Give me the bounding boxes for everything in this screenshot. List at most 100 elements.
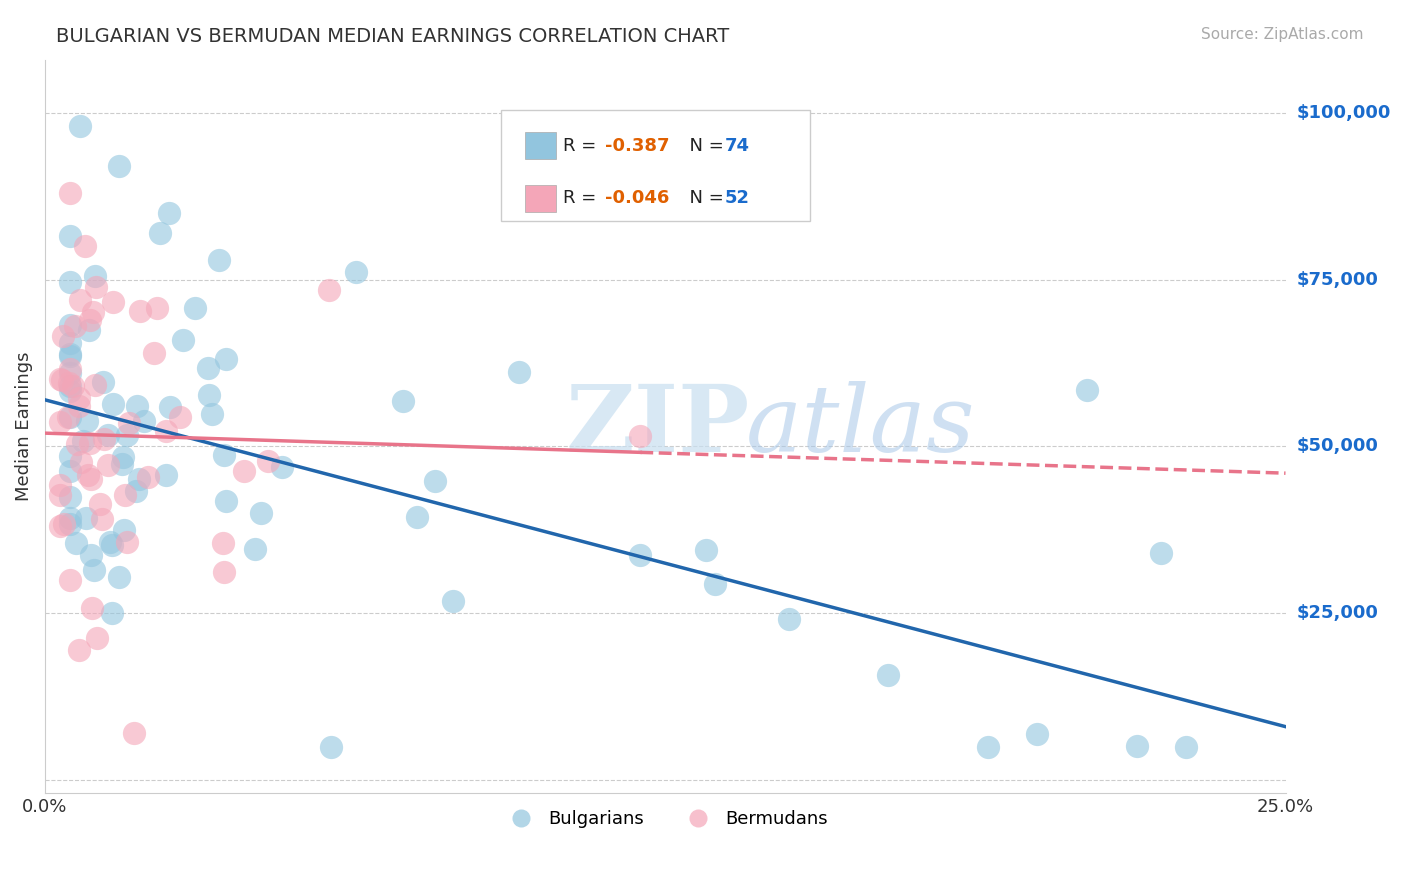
Bulgarians: [703, 576, 725, 591]
Bulgarians: [628, 548, 651, 562]
Bulgarians: [80, 548, 103, 562]
Bermudans: [76, 467, 98, 482]
Bulgarians: [59, 511, 82, 525]
Bulgarians: [76, 414, 98, 428]
Bulgarians: [59, 275, 82, 289]
Bermudans: [53, 517, 76, 532]
Bulgarians: [75, 511, 97, 525]
Bulgarians: [59, 490, 82, 504]
Bulgarians: [59, 347, 82, 361]
Bermudans: [136, 470, 159, 484]
Bulgarians: [125, 483, 148, 498]
Bulgarians: [423, 474, 446, 488]
Bulgarians: [197, 360, 219, 375]
Text: 52: 52: [724, 189, 749, 207]
Bermudans: [97, 458, 120, 473]
Bermudans: [93, 432, 115, 446]
Bermudans: [86, 280, 108, 294]
Y-axis label: Median Earnings: Median Earnings: [15, 351, 32, 501]
Bulgarians: [59, 410, 82, 425]
Bermudans: [48, 372, 70, 386]
Bulgarians: [344, 265, 367, 279]
Bulgarians: [59, 350, 82, 364]
Bermudans: [114, 488, 136, 502]
Bermudans: [48, 477, 70, 491]
Bulgarians: [72, 434, 94, 449]
Bermudans: [318, 283, 340, 297]
Bermudans: [79, 312, 101, 326]
Bulgarians: [392, 393, 415, 408]
Bermudans: [66, 436, 89, 450]
Bermudans: [48, 415, 70, 429]
Bermudans: [79, 471, 101, 485]
Bermudans: [67, 391, 90, 405]
Text: N =: N =: [678, 136, 730, 154]
Text: R =: R =: [562, 189, 602, 207]
Bulgarians: [778, 612, 800, 626]
Bulgarians: [112, 523, 135, 537]
Bulgarians: [1150, 546, 1173, 560]
Bermudans: [69, 455, 91, 469]
Bulgarians: [159, 401, 181, 415]
Bulgarians: [207, 252, 229, 267]
Bulgarians: [243, 542, 266, 557]
Bermudans: [59, 186, 82, 200]
Bermudans: [80, 601, 103, 615]
Text: N =: N =: [678, 189, 730, 207]
Bulgarians: [100, 538, 122, 552]
Text: ZIP: ZIP: [565, 382, 751, 472]
Bermudans: [155, 425, 177, 439]
Bermudans: [69, 293, 91, 307]
Text: $100,000: $100,000: [1296, 104, 1391, 122]
Bermudans: [48, 488, 70, 502]
Bulgarians: [59, 228, 82, 243]
Bermudans: [257, 454, 280, 468]
Bulgarians: [406, 509, 429, 524]
Bulgarians: [91, 375, 114, 389]
Bulgarians: [77, 323, 100, 337]
Bulgarians: [877, 668, 900, 682]
Bermudans: [118, 416, 141, 430]
Bulgarians: [508, 365, 530, 379]
Bulgarians: [108, 159, 131, 173]
Bulgarians: [101, 606, 124, 620]
Bulgarians: [977, 739, 1000, 754]
Bermudans: [122, 726, 145, 740]
Bermudans: [48, 519, 70, 533]
Bulgarians: [125, 399, 148, 413]
Text: -0.046: -0.046: [605, 189, 669, 207]
Bulgarians: [1175, 739, 1198, 754]
Bulgarians: [128, 472, 150, 486]
Bulgarians: [83, 563, 105, 577]
Bulgarians: [111, 457, 134, 471]
Bulgarians: [250, 506, 273, 520]
Bulgarians: [155, 467, 177, 482]
Bulgarians: [184, 301, 207, 315]
Bermudans: [142, 346, 165, 360]
Bulgarians: [197, 388, 219, 402]
Bermudans: [82, 305, 104, 319]
Bulgarians: [103, 397, 125, 411]
Bulgarians: [212, 448, 235, 462]
Bulgarians: [59, 450, 82, 464]
Bermudans: [101, 294, 124, 309]
Bulgarians: [201, 407, 224, 421]
Bulgarians: [59, 318, 82, 333]
Bulgarians: [69, 120, 91, 134]
Bermudans: [91, 511, 114, 525]
Bermudans: [628, 429, 651, 443]
Bermudans: [146, 301, 169, 315]
Text: $50,000: $50,000: [1296, 437, 1378, 456]
Bulgarians: [59, 336, 82, 351]
Bermudans: [52, 328, 75, 343]
Bermudans: [67, 399, 90, 413]
Bermudans: [115, 534, 138, 549]
Text: $25,000: $25,000: [1296, 604, 1378, 623]
Bermudans: [56, 409, 79, 424]
Bulgarians: [1026, 727, 1049, 741]
Text: BULGARIAN VS BERMUDAN MEDIAN EARNINGS CORRELATION CHART: BULGARIAN VS BERMUDAN MEDIAN EARNINGS CO…: [56, 27, 730, 45]
Bulgarians: [84, 268, 107, 283]
Bulgarians: [115, 428, 138, 442]
Bermudans: [69, 643, 91, 657]
Bulgarians: [441, 593, 464, 607]
